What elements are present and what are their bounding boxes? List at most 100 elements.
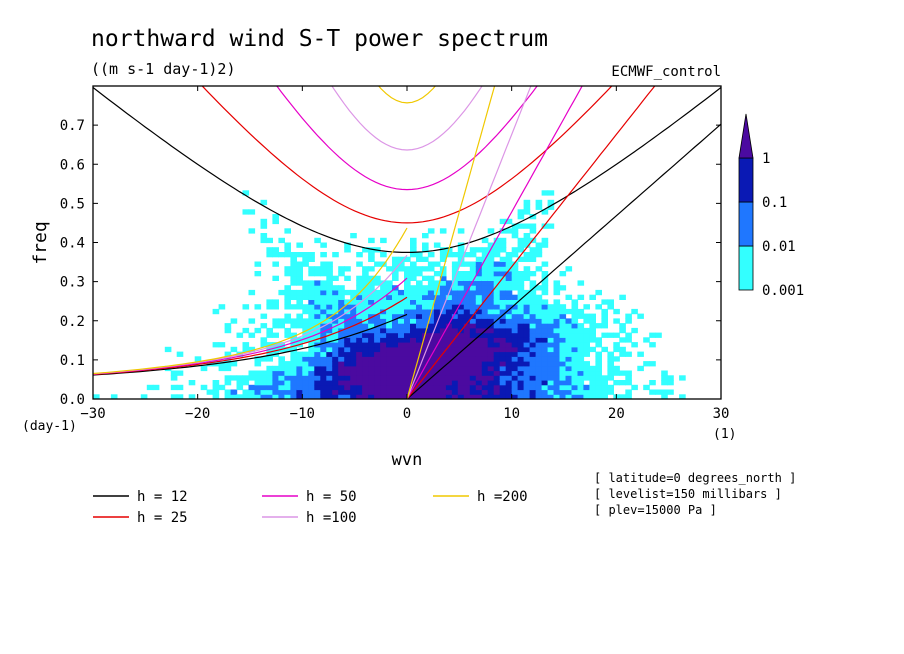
heat-cell xyxy=(290,289,297,296)
heat-cell xyxy=(457,370,465,376)
heat-cell xyxy=(559,384,567,391)
heat-cell xyxy=(463,280,471,286)
heat-cell xyxy=(589,337,596,343)
heat-cell xyxy=(565,356,573,362)
heat-cell xyxy=(511,266,519,272)
heat-cell xyxy=(290,384,297,391)
heat-cell xyxy=(398,299,405,305)
heat-cell xyxy=(589,365,596,372)
heat-cell xyxy=(433,294,441,300)
heat-cell xyxy=(332,361,339,367)
heat-cell xyxy=(242,394,250,399)
chart-title: northward wind S-T power spectrum xyxy=(91,26,548,52)
heat-cell xyxy=(583,394,590,399)
heat-cell xyxy=(601,389,608,395)
heat-cell xyxy=(230,346,238,353)
heat-cell xyxy=(469,389,477,395)
heat-cell xyxy=(380,313,387,319)
heat-cell xyxy=(296,289,303,296)
heat-cell xyxy=(625,370,632,376)
heat-cell xyxy=(362,266,369,272)
heat-cell xyxy=(469,318,477,324)
heat-cell xyxy=(469,252,477,258)
heat-cell xyxy=(272,384,279,391)
heat-cell xyxy=(559,389,567,395)
heat-cell xyxy=(332,308,339,315)
heat-cell xyxy=(463,356,471,362)
heat-cell xyxy=(487,299,495,305)
heat-cell xyxy=(374,342,381,348)
heat-cell xyxy=(433,346,441,353)
heat-cell xyxy=(374,304,381,310)
legend-label: h =200 xyxy=(477,489,528,505)
heat-cell xyxy=(368,394,375,399)
heat-cell xyxy=(553,327,561,334)
heat-cell xyxy=(469,247,477,253)
heat-cell xyxy=(433,308,441,315)
heat-cell xyxy=(451,361,459,367)
heat-cell xyxy=(535,304,543,310)
heat-cell xyxy=(511,332,519,338)
heat-cell xyxy=(356,280,363,286)
heat-cell xyxy=(499,294,507,300)
heat-cell xyxy=(607,365,614,372)
heat-cell xyxy=(481,237,489,244)
heat-cell xyxy=(499,356,507,362)
heat-cell xyxy=(631,327,638,334)
heat-cell xyxy=(535,313,543,319)
heat-cell xyxy=(529,289,537,296)
heat-cell xyxy=(493,394,501,399)
heat-cell xyxy=(176,370,184,376)
heat-cell xyxy=(302,323,309,329)
heat-cell xyxy=(344,380,351,386)
heat-cell xyxy=(266,237,273,244)
heat-cell xyxy=(451,252,459,258)
heat-cell xyxy=(487,285,495,291)
heat-cell xyxy=(523,233,531,239)
heat-cell xyxy=(433,323,441,329)
heat-cell xyxy=(392,323,399,329)
heat-cell xyxy=(218,365,226,372)
heat-cell xyxy=(266,394,273,399)
heat-cell xyxy=(260,380,268,386)
heat-cell xyxy=(404,337,411,343)
heat-cell xyxy=(529,337,537,343)
heat-cell xyxy=(553,313,561,319)
heat-cell xyxy=(565,394,573,399)
heat-cell xyxy=(523,337,531,343)
heat-cell xyxy=(320,332,327,338)
colorbar-segment xyxy=(738,245,754,291)
heat-cell xyxy=(541,313,549,319)
heat-cell xyxy=(427,327,435,334)
heat-cell xyxy=(392,313,399,319)
heat-cell xyxy=(404,308,411,315)
heat-cell xyxy=(451,346,459,353)
heat-cell xyxy=(284,384,291,391)
heat-cell xyxy=(260,384,268,391)
heat-cell xyxy=(463,389,471,395)
heat-cell xyxy=(619,380,626,386)
spectrum-heatmap xyxy=(93,190,686,399)
heat-cell xyxy=(451,289,459,296)
heat-cell xyxy=(427,299,435,305)
heat-cell xyxy=(314,313,321,319)
heat-cell xyxy=(260,199,268,206)
heat-cell xyxy=(296,384,303,391)
heat-cell xyxy=(374,384,381,391)
heat-cell xyxy=(679,394,686,399)
heat-cell xyxy=(439,289,447,296)
heat-cell xyxy=(439,271,447,277)
heat-cell xyxy=(637,365,644,372)
heat-cell xyxy=(649,342,656,348)
heat-cell xyxy=(559,342,567,348)
heat-cell xyxy=(416,256,423,262)
annotation-plev: [ plev=15000 Pa ] xyxy=(594,503,717,517)
heat-cell xyxy=(589,318,596,324)
heat-cell xyxy=(248,346,256,353)
heat-cell xyxy=(523,204,531,210)
heat-cell xyxy=(505,346,513,353)
heat-cell xyxy=(505,394,513,399)
heat-cell xyxy=(224,361,232,367)
heat-cell xyxy=(410,394,417,399)
heat-cell xyxy=(344,323,351,329)
